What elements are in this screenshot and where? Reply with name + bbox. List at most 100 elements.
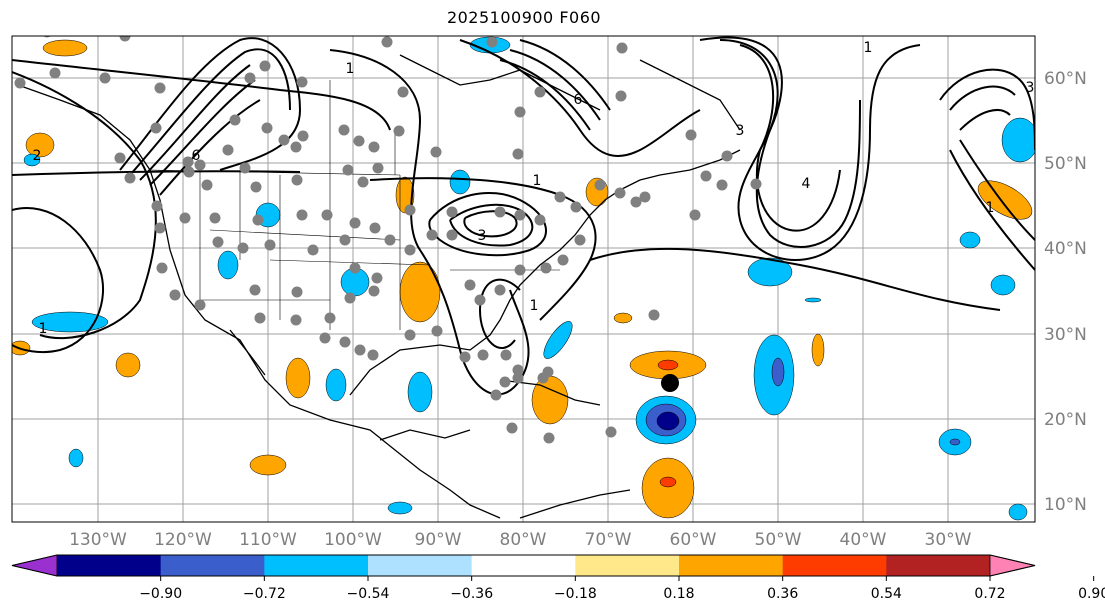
station-dot <box>431 325 443 337</box>
colorbar-outline <box>11 554 1036 577</box>
colorbar-tick-label: −0.18 <box>554 586 597 602</box>
station-dot <box>290 314 302 326</box>
station-dot <box>512 364 524 376</box>
latitude-labels: 60°N 50°N 40°N 30°N 20°N 10°N <box>1044 69 1087 515</box>
longitude-labels: 130°W 120°W 110°W 100°W 90°W 80°W 70°W 60°W 50°W… <box>69 530 972 550</box>
station-dot <box>446 206 458 218</box>
colorbar-tick-label: 0.54 <box>871 586 902 602</box>
station-dot <box>639 191 651 203</box>
shaded-fields <box>12 36 1035 521</box>
contour-label: 6 <box>192 148 201 164</box>
station-dot <box>393 125 405 137</box>
station-dot <box>648 309 660 321</box>
station-dot <box>464 279 476 291</box>
station-dot <box>371 272 383 284</box>
contour-label-group: 1 1 6 2 1 3 6 3 1 4 1 1 3 <box>33 40 1035 337</box>
station-dot <box>494 284 506 296</box>
colorbar-tick-label: −0.54 <box>347 586 390 602</box>
latitude-label: 20°N <box>1044 410 1087 430</box>
station-dot <box>490 389 502 401</box>
station-dot <box>354 344 366 356</box>
station-dot <box>290 141 302 153</box>
station-dot <box>426 229 438 241</box>
station-dot <box>534 214 546 226</box>
station-dot <box>291 174 303 186</box>
station-dot <box>534 86 546 98</box>
station-dot <box>716 179 728 191</box>
station-dot <box>339 234 351 246</box>
coastlines <box>17 54 741 519</box>
station-dot <box>212 236 224 248</box>
map-border <box>11 35 1036 523</box>
station-dot <box>357 176 369 188</box>
station-dot <box>514 106 526 118</box>
station-dot <box>237 242 249 254</box>
station-dot <box>494 206 506 218</box>
station-dot <box>156 262 168 274</box>
longitude-label: 100°W <box>324 530 382 550</box>
station-dot <box>369 222 381 234</box>
station-dot <box>124 172 136 184</box>
station-dot <box>630 196 642 208</box>
station-dot <box>557 254 569 266</box>
station-dot <box>397 86 409 98</box>
station-dot <box>296 209 308 221</box>
station-dot <box>368 285 380 297</box>
station-dot <box>486 36 498 48</box>
station-dot <box>183 166 195 178</box>
station-dot <box>554 191 566 203</box>
station-dot <box>446 229 458 241</box>
colorbar-tick-label: −0.36 <box>450 586 493 602</box>
contour-label: 2 <box>33 148 42 164</box>
colorbar-extend-high <box>989 554 1036 577</box>
colorbar-tick-label: 0.18 <box>663 586 694 602</box>
station-dot <box>700 170 712 182</box>
colorbar-segment <box>160 555 265 576</box>
longitude-label: 50°W <box>755 530 802 550</box>
longitude-label: 120°W <box>154 530 212 550</box>
colorbar-segment <box>368 555 473 576</box>
longitude-label: 130°W <box>69 530 127 550</box>
colorbar-segment <box>57 555 162 576</box>
station-dot <box>512 372 524 384</box>
station-dot <box>338 124 350 136</box>
station-dot <box>321 209 333 221</box>
colorbar-tick-label: 0.90 <box>1078 586 1105 602</box>
station-dot <box>278 134 290 146</box>
station-dot <box>339 336 351 348</box>
colorbar-tick-label: −0.90 <box>139 586 182 602</box>
contour-label: 1 <box>39 321 48 337</box>
station-dot <box>372 162 384 174</box>
colorbar-extend-low <box>11 554 58 577</box>
longitude-label: 40°W <box>840 530 887 550</box>
station-dot <box>384 234 396 246</box>
contour-label: 1 <box>986 200 995 216</box>
contour-label: 1 <box>530 298 539 314</box>
colorbar-segment <box>679 555 784 576</box>
station-dot <box>344 292 356 304</box>
latitude-label: 50°N <box>1044 154 1087 174</box>
station-dot <box>514 264 526 276</box>
station-dot <box>229 114 241 126</box>
colorbar-segment <box>886 555 991 576</box>
station-dot <box>14 77 26 89</box>
station-dot <box>543 432 555 444</box>
longitude-label: 90°W <box>415 530 462 550</box>
contour-label: 3 <box>478 228 487 244</box>
contour-label: 1 <box>346 61 355 77</box>
station-dot <box>537 372 549 384</box>
contour-label: 4 <box>802 176 811 192</box>
station-dot <box>574 234 586 246</box>
station-dot <box>506 422 518 434</box>
station-dot <box>296 76 308 88</box>
gridlines <box>12 36 1035 522</box>
map-title: 2025100900 F060 <box>446 8 602 27</box>
station-dot <box>297 130 309 142</box>
station-dot <box>500 349 512 361</box>
colorbar-segment <box>471 555 576 576</box>
contour-label: 6 <box>574 92 583 108</box>
station-dot <box>540 262 552 274</box>
colorbar-segment <box>575 555 680 576</box>
colorbar: −0.90 −0.72 −0.54 −0.36 −0.18 0.18 0.36 0.54 0.7… <box>11 554 1105 602</box>
colorbar-tick-label: −0.72 <box>243 586 286 602</box>
